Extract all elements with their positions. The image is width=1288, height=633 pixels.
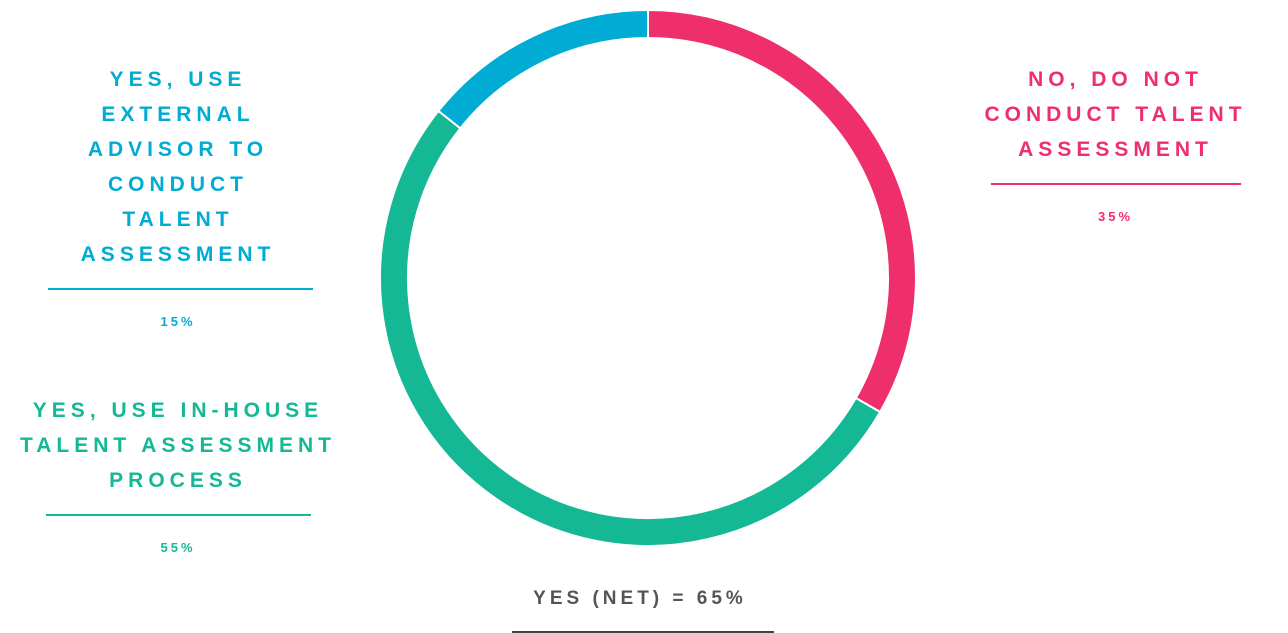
donut-segment — [647, 8, 917, 414]
value-label: 15% — [160, 314, 196, 329]
annotation-rule — [512, 631, 774, 633]
value-label: 55% — [160, 540, 196, 555]
label-group: YES, USE IN-HOUSE TALENT ASSESSMENT PROC… — [3, 393, 353, 555]
label-group: YES, USE EXTERNAL ADVISOR TO CONDUCT TAL… — [48, 62, 313, 329]
label-rule — [48, 288, 313, 290]
category-label: YES, USE EXTERNAL ADVISOR TO CONDUCT TAL… — [80, 68, 276, 266]
value-label: 35% — [1097, 209, 1134, 224]
annotation: YES (NET) = 65% — [533, 588, 747, 609]
label-rule — [45, 514, 311, 516]
label-rule — [990, 183, 1241, 185]
donut-segment — [437, 8, 649, 130]
category-label: YES, USE IN-HOUSE TALENT ASSESSMENT PROC… — [19, 399, 336, 492]
label-group: NO, DO NOT CONDUCT TALENT ASSESSMENT 35% — [953, 62, 1278, 224]
category-label: NO, DO NOT CONDUCT TALENT ASSESSMENT — [984, 68, 1247, 161]
donut-segment — [379, 109, 882, 547]
